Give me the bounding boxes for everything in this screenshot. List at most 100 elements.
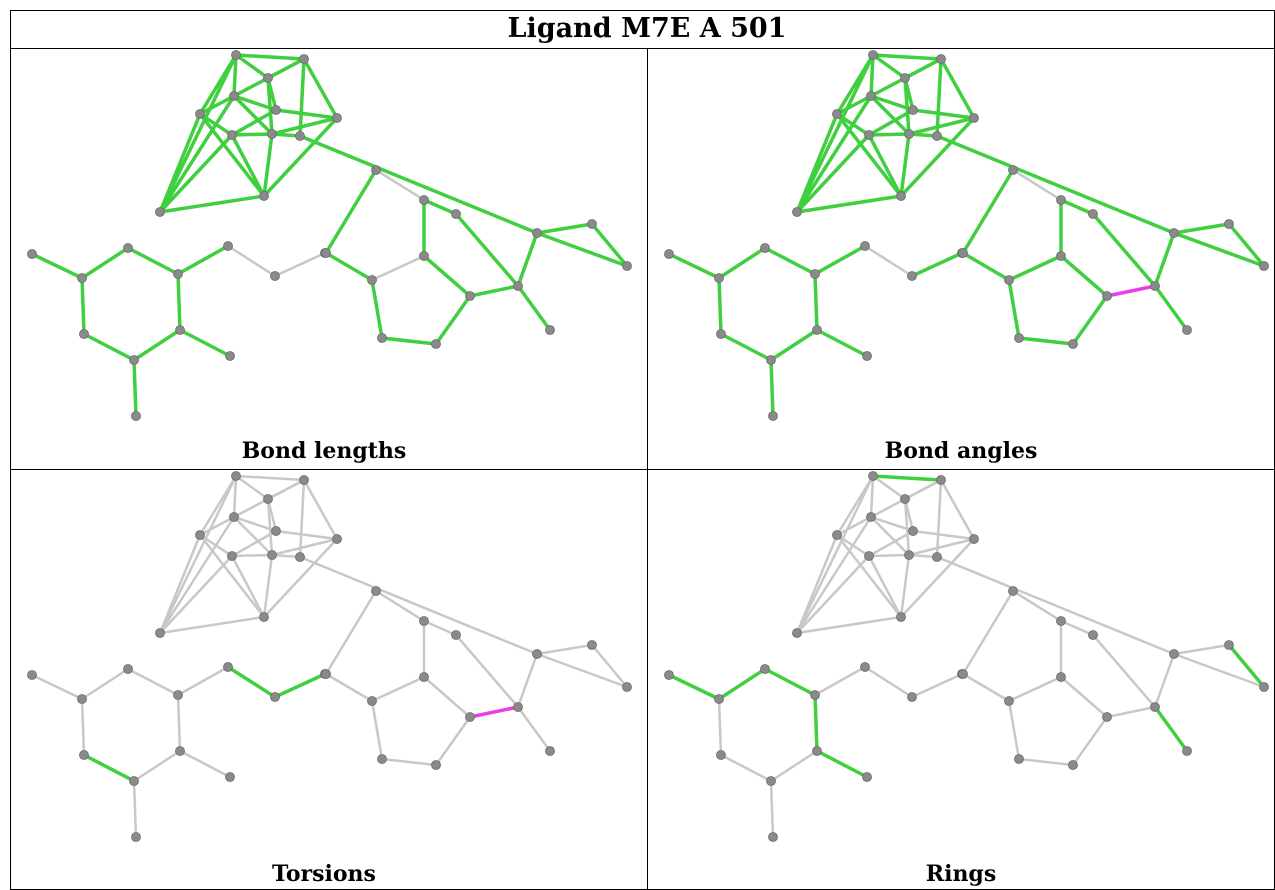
atom [123, 664, 133, 674]
panel-bond-angles: Bond angles [664, 50, 1269, 464]
bond [590, 643, 629, 689]
bond [273, 672, 327, 699]
bond [158, 94, 236, 214]
atom [129, 355, 139, 365]
atom [1056, 251, 1066, 261]
atom [173, 690, 183, 700]
bond [871, 53, 943, 61]
bond [516, 705, 552, 753]
bond [516, 652, 539, 709]
bond [961, 251, 1011, 282]
atom [958, 669, 968, 679]
bond [1071, 294, 1109, 346]
bond [903, 76, 911, 136]
panel-caption: Rings [926, 861, 996, 887]
atom [155, 628, 165, 638]
bond [717, 276, 723, 336]
bond [298, 134, 539, 235]
atom [1056, 195, 1066, 205]
bond [176, 272, 182, 332]
bond [869, 474, 875, 519]
bond [763, 667, 817, 697]
bond [1059, 198, 1095, 216]
bond [939, 57, 976, 120]
bond [1172, 222, 1231, 235]
atom [587, 640, 597, 650]
bond [535, 222, 594, 235]
bond [132, 779, 138, 839]
panel-torsions: Torsions [27, 471, 632, 887]
bond [1091, 633, 1157, 709]
bond [324, 168, 378, 255]
bond [232, 94, 274, 136]
bond [132, 358, 138, 418]
bond [935, 134, 1176, 235]
bond [80, 276, 86, 336]
atom [229, 91, 239, 101]
atom [131, 411, 141, 421]
bond [468, 284, 520, 298]
atom [768, 411, 778, 421]
atom [451, 630, 461, 640]
bond [1172, 643, 1231, 656]
atom [227, 551, 237, 561]
atom [768, 832, 778, 842]
bond [769, 779, 775, 839]
bond [1153, 652, 1176, 709]
atom [896, 191, 906, 201]
bond [911, 529, 976, 541]
atom [225, 772, 235, 782]
bond [813, 693, 819, 753]
atom [27, 670, 37, 680]
atom [267, 129, 277, 139]
bond [262, 537, 339, 619]
bond [867, 108, 915, 137]
atom [223, 662, 233, 672]
atom [231, 471, 241, 481]
bond [274, 529, 339, 541]
atom [123, 243, 133, 253]
atom [513, 281, 523, 291]
bond [302, 57, 339, 120]
bond [198, 94, 236, 116]
bond [867, 529, 915, 558]
atom [622, 261, 632, 271]
bond [535, 652, 629, 689]
bond [80, 697, 86, 757]
bond [1153, 705, 1189, 753]
atom [1056, 672, 1066, 682]
atom [810, 269, 820, 279]
bond [82, 753, 136, 783]
atom [860, 662, 870, 672]
bond [871, 474, 943, 482]
bond [324, 589, 378, 676]
atom [465, 291, 475, 301]
atom [259, 191, 269, 201]
atom [760, 664, 770, 674]
bond [234, 53, 270, 80]
atom [907, 692, 917, 702]
bond [769, 358, 775, 418]
bond [374, 168, 426, 202]
atom [766, 355, 776, 365]
atom [545, 325, 555, 335]
bond [899, 553, 911, 619]
bond [535, 643, 594, 656]
bond [80, 667, 130, 701]
bond [835, 515, 873, 537]
bond [158, 53, 238, 214]
atom [866, 512, 876, 522]
bond [516, 231, 539, 288]
atom [1182, 746, 1192, 756]
bond [198, 533, 266, 619]
bond [961, 168, 1015, 255]
bond [910, 251, 964, 278]
atom [271, 105, 281, 115]
atom [1102, 712, 1112, 722]
bond [422, 675, 472, 719]
bond [158, 515, 236, 635]
bond [910, 672, 964, 699]
panel-rings: Rings [664, 471, 1269, 887]
bond [454, 633, 520, 709]
atom [1088, 630, 1098, 640]
